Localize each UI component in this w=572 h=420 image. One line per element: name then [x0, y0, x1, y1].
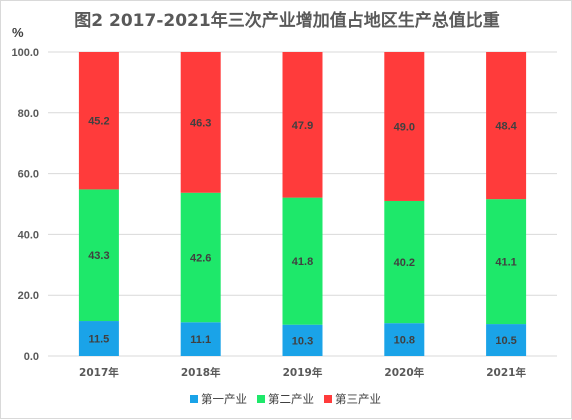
data-label: 47.9	[292, 120, 313, 132]
x-tick-label: 2019年	[283, 366, 323, 379]
x-axis-ticks: 2017年 2018年 2019年 2020年 2021年	[79, 366, 526, 379]
bar-segment-2-3	[282, 197, 323, 325]
chart-title: 图2 2017-2021年三次产业增加值占地区生产总值比重	[74, 10, 499, 31]
data-label: 43.3	[88, 250, 109, 262]
y-tick-label: 0.0	[24, 351, 39, 363]
data-label: 10.3	[292, 335, 313, 347]
legend-label: 第一产业	[201, 392, 247, 406]
bar-segment-1-1	[78, 321, 119, 356]
bar-segment-3-2	[180, 52, 221, 193]
bar-segment-1-5	[486, 324, 527, 356]
legend-swatch	[190, 395, 198, 403]
data-label: 10.5	[495, 335, 516, 347]
bar-segment-3-5	[486, 52, 527, 200]
y-axis-unit: %	[12, 25, 24, 40]
data-label: 45.2	[88, 116, 109, 128]
data-label: 49.0	[394, 121, 415, 133]
bars	[78, 52, 527, 356]
y-tick-label: 80.0	[18, 108, 39, 120]
x-tick-label: 2018年	[181, 366, 221, 379]
bar-segment-1-4	[384, 323, 425, 356]
y-axis-ticks: 0.0 20.0 40.0 60.0 80.0 100.0	[11, 47, 39, 363]
y-tick-label: 40.0	[18, 229, 39, 241]
legend-swatch	[257, 395, 265, 403]
bar-segment-1-2	[180, 322, 221, 356]
y-tick-label: 20.0	[18, 290, 39, 302]
data-label: 11.5	[88, 334, 109, 346]
data-label: 10.8	[394, 335, 415, 347]
bar-segment-3-4	[384, 52, 425, 201]
legend: 第一产业 第二产业 第三产业	[190, 392, 381, 406]
data-label: 41.1	[495, 257, 516, 269]
bar-segment-2-2	[180, 192, 221, 323]
data-label: 48.4	[495, 121, 517, 133]
data-label: 46.3	[190, 117, 211, 129]
y-tick-label: 60.0	[18, 169, 39, 181]
bar-segment-3-3	[282, 52, 323, 198]
data-label: 42.6	[190, 253, 211, 265]
x-tick-label: 2021年	[486, 366, 526, 379]
legend-label: 第三产业	[335, 392, 381, 406]
data-label: 11.1	[190, 334, 211, 346]
x-tick-label: 2017年	[79, 366, 119, 379]
bar-segment-3-1	[78, 52, 119, 190]
data-labels: 11.5 43.3 45.2 11.1 42.6 46.3 10.3 41.8 47.9 10.8…	[88, 116, 517, 348]
x-tick-label: 2020年	[384, 366, 424, 379]
legend-label: 第二产业	[268, 392, 314, 406]
bar-segment-2-1	[78, 189, 119, 322]
data-label: 40.2	[394, 257, 415, 269]
bar-segment-1-3	[282, 324, 323, 356]
bar-segment-2-5	[486, 199, 527, 325]
legend-swatch	[324, 395, 332, 403]
y-tick-label: 100.0	[11, 47, 39, 59]
data-label: 41.8	[292, 256, 313, 268]
bar-segment-2-4	[384, 200, 425, 324]
